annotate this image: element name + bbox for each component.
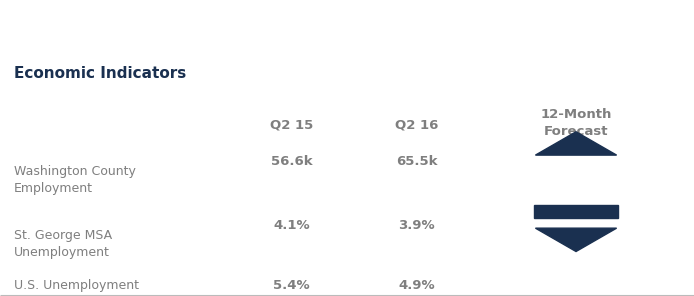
Text: Q2 15: Q2 15	[270, 118, 313, 131]
Polygon shape	[535, 228, 616, 252]
Polygon shape	[535, 132, 616, 155]
Text: Washington County
Employment: Washington County Employment	[14, 165, 136, 195]
Text: 4.9%: 4.9%	[398, 279, 434, 292]
Text: Economic Indicators: Economic Indicators	[14, 66, 186, 81]
FancyBboxPatch shape	[534, 205, 618, 218]
Text: 65.5k: 65.5k	[396, 155, 437, 168]
Text: 12-Month
Forecast: 12-Month Forecast	[541, 108, 611, 138]
Text: U.S. Unemployment: U.S. Unemployment	[14, 279, 139, 292]
Text: 4.1%: 4.1%	[273, 219, 310, 232]
Text: 3.9%: 3.9%	[398, 219, 434, 232]
Text: WASHINGON COUNTY: WASHINGON COUNTY	[12, 15, 248, 34]
Text: Q2 16: Q2 16	[395, 118, 438, 131]
Text: St. George MSA
Unemployment: St. George MSA Unemployment	[14, 229, 112, 259]
Text: 56.6k: 56.6k	[271, 155, 312, 168]
Text: 5.4%: 5.4%	[273, 279, 310, 292]
